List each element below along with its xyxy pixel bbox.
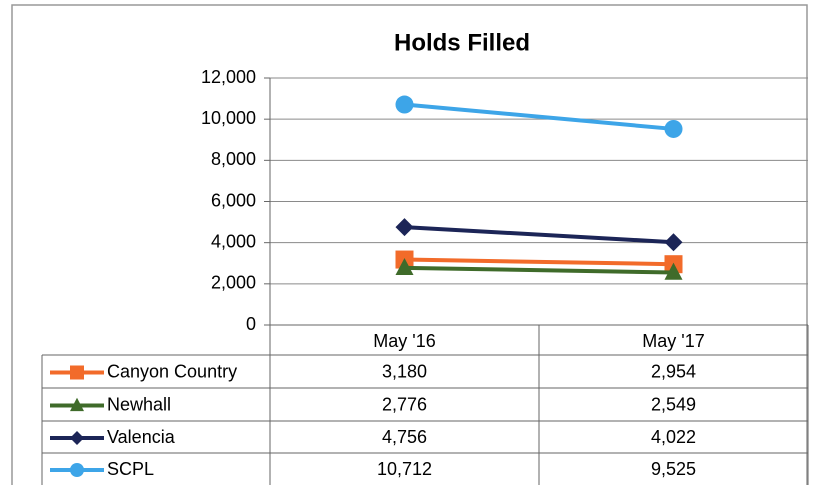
marker [70,431,84,445]
marker [395,218,414,237]
legend-label: Canyon Country [107,361,237,381]
category-label: May '17 [642,331,704,351]
category-label: May '16 [373,331,435,351]
table-value: 2,776 [382,394,427,414]
marker [664,233,683,252]
y-tick-label: 6,000 [211,190,256,210]
table-value: 4,756 [382,427,427,447]
table-value: 9,525 [651,459,696,479]
line-series [404,102,674,131]
table-value: 3,180 [382,361,427,381]
marker [664,262,683,280]
table-value: 10,712 [377,459,432,479]
marker [70,365,84,380]
marker [395,257,414,276]
line-series [404,225,674,245]
marker [395,95,414,114]
legend-label: SCPL [107,459,154,479]
y-tick-label: 2,000 [211,273,256,293]
table-value: 2,954 [651,361,696,381]
legend-label: Valencia [107,427,176,447]
y-tick-label: 4,000 [211,231,256,251]
marker [70,397,84,412]
y-tick-label: 0 [246,314,256,334]
chart-title: Holds Filled [394,29,530,56]
y-tick-label: 10,000 [201,108,256,128]
table-value: 4,022 [651,427,696,447]
y-tick-label: 12,000 [201,67,256,87]
line-series [404,257,674,267]
table-value: 2,549 [651,394,696,414]
marker [70,463,84,477]
line-series [404,265,674,275]
legend-label: Newhall [107,394,171,414]
marker [664,119,683,138]
y-tick-label: 8,000 [211,149,256,169]
